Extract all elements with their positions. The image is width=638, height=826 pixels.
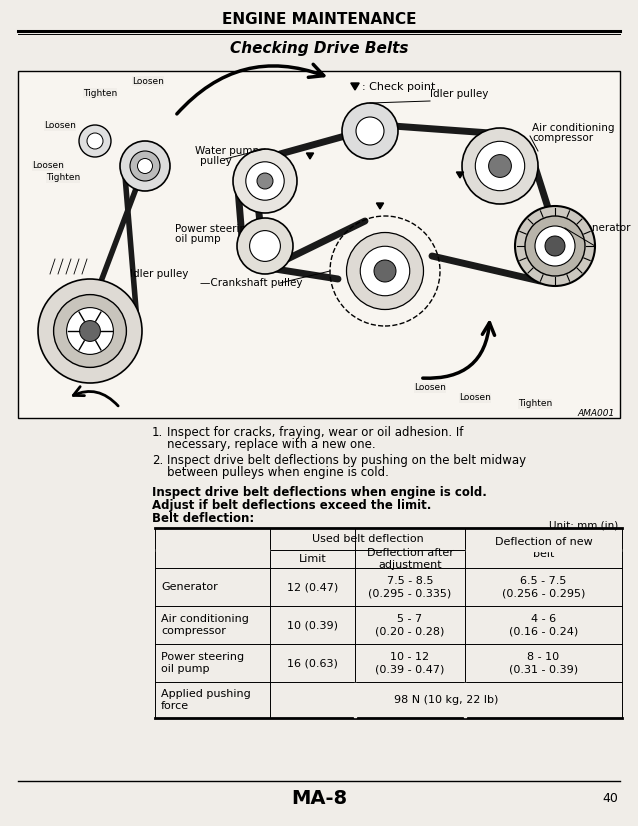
Circle shape (120, 141, 170, 191)
Text: 98 N (10 kg, 22 lb): 98 N (10 kg, 22 lb) (394, 695, 498, 705)
Circle shape (138, 159, 152, 173)
Text: Power steering
oil pump: Power steering oil pump (161, 652, 244, 674)
Polygon shape (351, 83, 359, 90)
Text: Loosen: Loosen (132, 77, 164, 86)
Circle shape (237, 218, 293, 274)
Text: Deflection of new
belt: Deflection of new belt (494, 537, 592, 559)
Circle shape (80, 320, 100, 341)
Text: 8 - 10
(0.31 - 0.39): 8 - 10 (0.31 - 0.39) (509, 652, 578, 674)
Polygon shape (376, 203, 383, 209)
Circle shape (233, 149, 297, 213)
Text: AMA001: AMA001 (578, 410, 615, 419)
Polygon shape (306, 153, 314, 159)
Text: Adjust if belt deflections exceed the limit.: Adjust if belt deflections exceed the li… (152, 499, 431, 512)
Circle shape (79, 125, 111, 157)
Circle shape (545, 236, 565, 256)
Text: 7.5 - 8.5
(0.295 - 0.335): 7.5 - 8.5 (0.295 - 0.335) (368, 576, 452, 598)
Text: : Check point: : Check point (362, 82, 435, 92)
Circle shape (257, 173, 273, 189)
Circle shape (249, 230, 280, 261)
Text: 10 (0.39): 10 (0.39) (287, 620, 338, 630)
Text: Loosen: Loosen (32, 162, 64, 170)
Text: Limit: Limit (299, 554, 327, 564)
Text: Belt deflection:: Belt deflection: (152, 512, 255, 525)
Circle shape (374, 260, 396, 282)
Text: Checking Drive Belts: Checking Drive Belts (230, 40, 408, 55)
Text: Power steering —: Power steering — (175, 224, 267, 234)
Text: Tighten: Tighten (83, 88, 117, 97)
Text: Idler pulley: Idler pulley (430, 89, 488, 99)
Text: 16 (0.63): 16 (0.63) (287, 658, 338, 668)
Text: pulley: pulley (200, 156, 232, 166)
Polygon shape (456, 172, 464, 178)
Circle shape (525, 216, 585, 276)
Text: Tighten: Tighten (46, 173, 80, 183)
Text: Tighten: Tighten (518, 400, 552, 409)
Circle shape (515, 206, 595, 286)
Text: 1.: 1. (152, 426, 163, 439)
Text: Air conditioning: Air conditioning (532, 123, 614, 133)
Circle shape (356, 117, 384, 145)
Circle shape (489, 154, 512, 178)
Text: Inspect for cracks, fraying, wear or oil adhesion. If: Inspect for cracks, fraying, wear or oil… (167, 426, 463, 439)
Circle shape (360, 246, 410, 296)
Text: 6.5 - 7.5
(0.256 - 0.295): 6.5 - 7.5 (0.256 - 0.295) (502, 576, 585, 598)
Text: Loosen: Loosen (459, 393, 491, 402)
Text: 40: 40 (602, 791, 618, 805)
Circle shape (38, 279, 142, 383)
Circle shape (54, 295, 126, 368)
Text: ENGINE MAINTENANCE: ENGINE MAINTENANCE (222, 12, 416, 27)
Text: 12 (0.47): 12 (0.47) (287, 582, 338, 592)
Circle shape (246, 162, 284, 200)
Text: Inspect drive belt deflections by pushing on the belt midway: Inspect drive belt deflections by pushin… (167, 454, 526, 467)
Text: necessary, replace with a new one.: necessary, replace with a new one. (167, 438, 376, 451)
Text: between pulleys when engine is cold.: between pulleys when engine is cold. (167, 466, 389, 479)
Text: Deflection after
adjustment: Deflection after adjustment (367, 548, 454, 570)
Circle shape (66, 307, 114, 354)
Text: Unit: mm (in): Unit: mm (in) (549, 521, 618, 531)
Text: MA-8: MA-8 (291, 789, 347, 808)
Text: Used belt deflection: Used belt deflection (311, 534, 424, 544)
Text: 4 - 6
(0.16 - 0.24): 4 - 6 (0.16 - 0.24) (509, 614, 578, 636)
Text: compressor: compressor (532, 133, 593, 143)
Text: oil pump: oil pump (175, 234, 221, 244)
Text: Inspect drive belt deflections when engine is cold.: Inspect drive belt deflections when engi… (152, 486, 487, 499)
Text: —Generator: —Generator (568, 223, 632, 233)
Text: Air conditioning
compressor: Air conditioning compressor (161, 614, 249, 636)
Circle shape (462, 128, 538, 204)
Text: Idler pulley: Idler pulley (130, 269, 188, 279)
Text: Loosen: Loosen (44, 121, 76, 131)
Text: Loosen: Loosen (414, 383, 446, 392)
Circle shape (346, 232, 424, 310)
Circle shape (87, 133, 103, 149)
Text: —Crankshaft pulley: —Crankshaft pulley (200, 278, 302, 288)
Circle shape (130, 151, 160, 181)
Text: Applied pushing
force: Applied pushing force (161, 689, 251, 711)
Circle shape (535, 226, 575, 266)
Circle shape (342, 103, 398, 159)
Text: 5 - 7
(0.20 - 0.28): 5 - 7 (0.20 - 0.28) (375, 614, 445, 636)
Bar (18, 71, 620, 418)
Circle shape (475, 141, 524, 191)
Text: Water pump: Water pump (195, 146, 259, 156)
Text: 2.: 2. (152, 454, 163, 467)
Text: Generator: Generator (161, 582, 218, 592)
Text: 10 - 12
(0.39 - 0.47): 10 - 12 (0.39 - 0.47) (375, 652, 445, 674)
